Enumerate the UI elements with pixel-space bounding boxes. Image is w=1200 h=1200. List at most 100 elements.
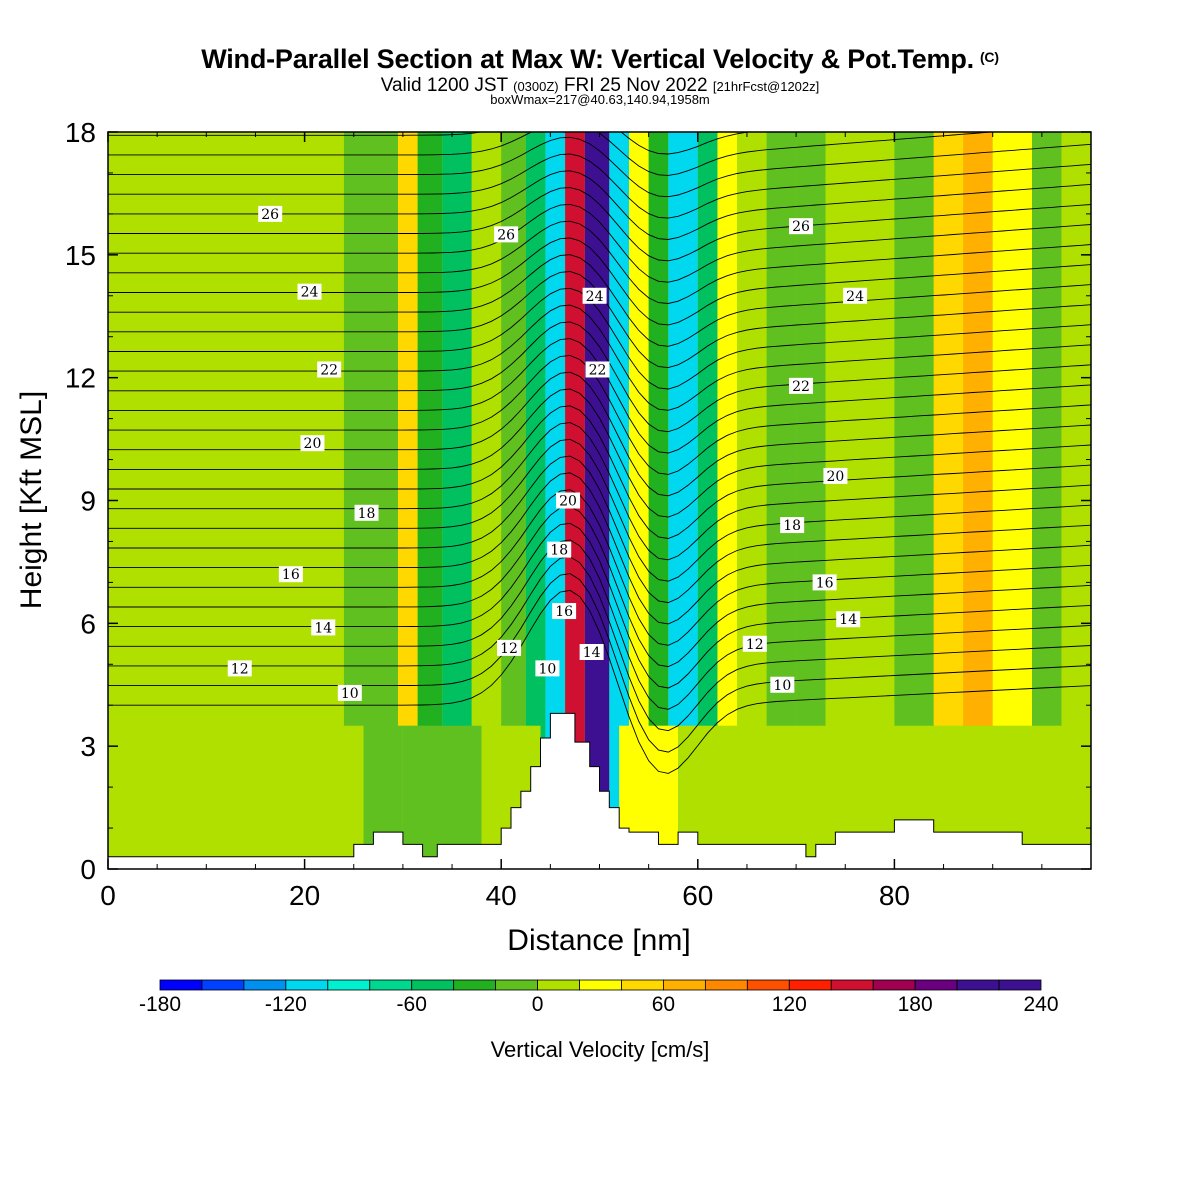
colorbar-swatch — [453, 979, 497, 991]
theta-label-text: 14 — [314, 620, 332, 636]
theta-label-bg — [354, 504, 379, 521]
terrain — [108, 712, 1091, 869]
theta-label-bg — [843, 287, 868, 304]
y-tick-label: 12 — [65, 363, 96, 394]
y-tick-label: 3 — [80, 731, 96, 762]
theta-label-bg — [579, 643, 604, 660]
theta-label-bg — [311, 619, 336, 636]
colorbar-swatch — [579, 979, 622, 991]
colorbar: -180 -120 -60 0 60 120 180 240 — [139, 979, 1059, 1016]
theta-label-bg — [497, 639, 522, 656]
colorbar-swatch — [327, 979, 371, 991]
theta-label-text: 22 — [320, 362, 338, 378]
colorbar-label: Vertical Velocity [cm/s] — [491, 1037, 710, 1062]
theta-label-bg — [770, 676, 795, 693]
theta-label-bg — [258, 205, 283, 222]
theta-contour-line — [108, 405, 1091, 539]
theta-label: 18 — [780, 517, 805, 534]
theta-label-text: 26 — [261, 207, 279, 223]
x-tick-label: 40 — [486, 880, 517, 911]
theta-label: 16 — [812, 574, 837, 591]
theta-label-text: 12 — [231, 661, 249, 677]
theta-label: 26 — [789, 218, 814, 235]
valid-prefix: Valid 1200 JST — [380, 75, 508, 96]
theta-label: 14 — [579, 643, 604, 661]
theta-label: 18 — [354, 504, 379, 522]
y-tick-label: 15 — [65, 240, 96, 271]
theta-label-bg — [582, 287, 607, 304]
theta-label: 18 — [547, 541, 572, 559]
theta-contour-line — [108, 438, 1091, 582]
valid-utc: (0300Z) — [513, 79, 559, 94]
velocity-cell — [525, 132, 546, 869]
theta-label-text: 22 — [589, 362, 607, 378]
theta-label-bg — [552, 603, 577, 620]
theta-label: 12 — [742, 635, 767, 653]
theta-label-text: 16 — [555, 604, 573, 620]
theta-label-bg — [297, 283, 322, 300]
theta-label: 14 — [311, 619, 336, 636]
velocity-cell — [609, 132, 629, 869]
colorbar-swatch — [914, 979, 958, 991]
copyright-mark: (C) — [979, 49, 999, 65]
theta-label-text: 16 — [282, 567, 300, 583]
colorbar-tick-label: 60 — [652, 993, 675, 1016]
velocity-cell — [717, 132, 738, 869]
theta-label: 24 — [297, 283, 322, 301]
x-tick-label: 60 — [682, 880, 713, 911]
x-tick-label: 20 — [289, 880, 320, 911]
theta-contour-line — [108, 136, 1091, 198]
colorbar-swatch — [746, 979, 790, 991]
y-tick-label: 9 — [80, 486, 96, 517]
theta-label-bg — [547, 541, 572, 558]
theta-label-text: 18 — [783, 518, 801, 534]
colorbar-swatch — [159, 979, 203, 991]
colorbar-swatch — [411, 979, 455, 991]
x-tick-label: 80 — [879, 880, 910, 911]
theta-label: 24 — [843, 287, 868, 305]
x-axis-label: Distance [nm] — [507, 924, 690, 957]
theta-label-text: 24 — [586, 289, 604, 305]
y-tick-label: 6 — [80, 608, 96, 639]
theta-label-text: 18 — [358, 506, 376, 522]
colorbar-swatch — [998, 979, 1042, 991]
vertical-velocity-field — [108, 132, 1091, 869]
theta-label-bg — [823, 467, 848, 484]
theta-label: 22 — [317, 361, 342, 378]
theta-contour-line — [108, 388, 1091, 518]
lower-velocity-cell — [108, 725, 226, 869]
theta-contour-line — [108, 522, 1091, 689]
theta-label: 20 — [556, 492, 581, 510]
theta-label-text: 14 — [583, 645, 601, 661]
colorbar-tick-label: 240 — [1023, 993, 1058, 1016]
theta-label-text: 24 — [846, 289, 864, 305]
theta-label-bg — [300, 435, 325, 452]
theta-contour-line — [108, 422, 1091, 561]
theta-label-bg — [556, 492, 581, 509]
theta-contour-line — [108, 354, 1091, 475]
axes: 0 20 40 60 80 0 3 6 9 12 15 18 — [65, 117, 1091, 911]
lower-velocity-cell — [225, 725, 364, 869]
colorbar-swatch — [621, 979, 664, 991]
chart-title-text: Wind-Parallel Section at Max W: Vertical… — [201, 44, 974, 74]
theta-label-bg — [317, 361, 342, 378]
theta-label-text: 18 — [550, 543, 568, 559]
theta-label-bg — [278, 566, 303, 583]
theta-label: 16 — [278, 566, 303, 583]
velocity-cell — [628, 132, 649, 869]
x-tick-label: 0 — [100, 880, 116, 911]
y-tick-label: 18 — [65, 117, 96, 148]
valid-date: FRI 25 Nov 2022 — [563, 75, 708, 96]
theta-label-bg — [836, 611, 861, 628]
theta-label-bg — [585, 361, 610, 378]
theta-label-text: 26 — [792, 219, 810, 235]
theta-label: 16 — [552, 603, 577, 620]
theta-label-text: 12 — [500, 641, 518, 657]
colorbar-swatch — [243, 979, 287, 991]
theta-contour-line — [108, 220, 1091, 304]
theta-label-text: 10 — [538, 661, 556, 677]
theta-label-bg — [535, 660, 560, 677]
theta-contour-line — [108, 237, 1091, 326]
colorbar-swatch — [285, 979, 329, 991]
